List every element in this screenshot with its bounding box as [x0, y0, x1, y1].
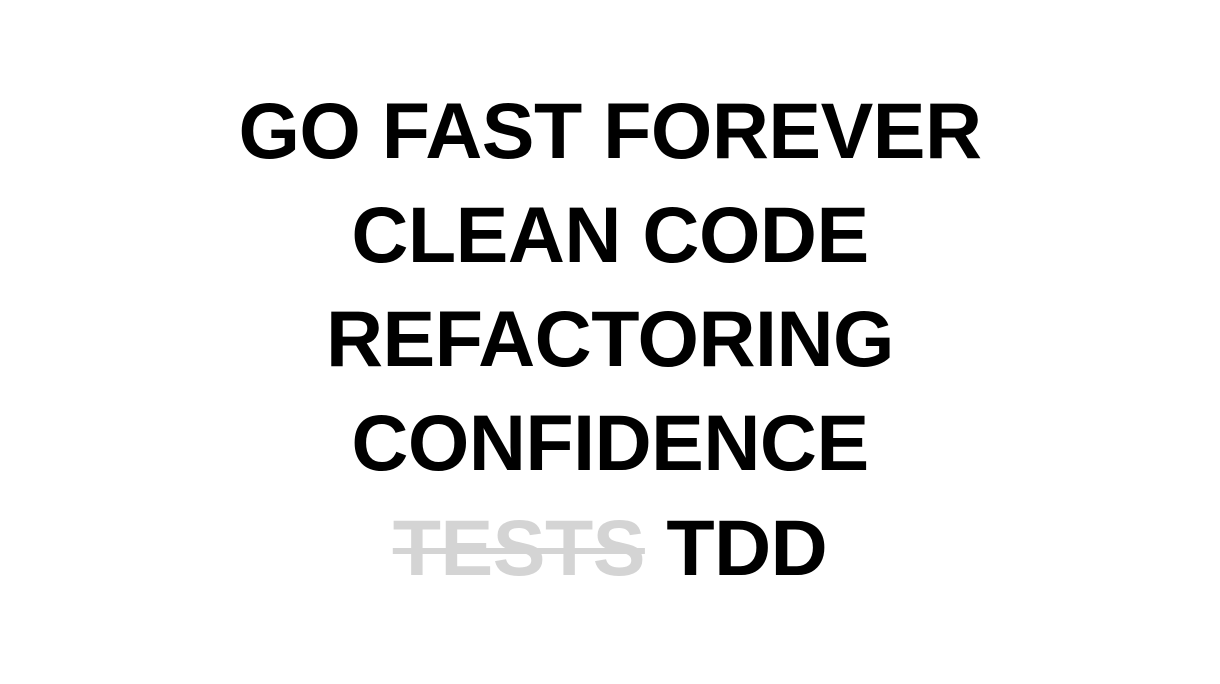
line-tests-tdd: TESTS TDD [0, 496, 1220, 600]
line-refactoring: REFACTORING [325, 294, 895, 383]
line-confidence: CONFIDENCE [351, 398, 869, 487]
replacement-word-tdd: TDD [666, 503, 828, 592]
line-clean-code: CLEAN CODE [351, 190, 869, 279]
line-go-fast-forever: GO FAST FOREVER [238, 86, 982, 175]
struck-word-tests: TESTS [392, 503, 646, 592]
